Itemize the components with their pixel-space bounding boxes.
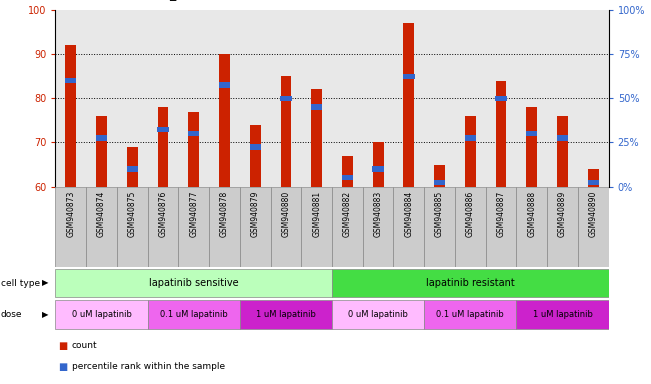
- Bar: [557, 136, 568, 141]
- Text: GSM940874: GSM940874: [97, 191, 106, 237]
- Bar: [403, 74, 415, 79]
- Bar: [96, 116, 107, 187]
- Text: GSM940886: GSM940886: [466, 191, 475, 237]
- Text: GSM940887: GSM940887: [497, 191, 506, 237]
- Text: GSM940883: GSM940883: [374, 191, 383, 237]
- Text: 1 uM lapatinib: 1 uM lapatinib: [256, 310, 316, 319]
- Text: GSM940875: GSM940875: [128, 191, 137, 237]
- Bar: [434, 164, 445, 187]
- FancyBboxPatch shape: [332, 187, 363, 267]
- Bar: [557, 116, 568, 187]
- Bar: [126, 166, 138, 172]
- Text: GSM940885: GSM940885: [435, 191, 444, 237]
- FancyBboxPatch shape: [424, 300, 516, 329]
- Text: lapatinib resistant: lapatinib resistant: [426, 278, 515, 288]
- Bar: [373, 142, 383, 187]
- FancyBboxPatch shape: [424, 187, 455, 267]
- Text: GSM940878: GSM940878: [220, 191, 229, 237]
- Bar: [404, 23, 414, 187]
- FancyBboxPatch shape: [486, 187, 516, 267]
- FancyBboxPatch shape: [516, 300, 609, 329]
- Bar: [219, 54, 230, 187]
- Bar: [250, 125, 260, 187]
- Bar: [219, 83, 230, 88]
- Text: ■: ■: [59, 362, 68, 372]
- Text: ▶: ▶: [42, 310, 49, 319]
- Text: ■: ■: [59, 341, 68, 351]
- Bar: [465, 136, 476, 141]
- Bar: [527, 107, 537, 187]
- FancyBboxPatch shape: [148, 300, 240, 329]
- FancyBboxPatch shape: [240, 187, 271, 267]
- FancyBboxPatch shape: [55, 269, 332, 297]
- Text: 0.1 uM lapatinib: 0.1 uM lapatinib: [436, 310, 505, 319]
- Bar: [65, 45, 76, 187]
- FancyBboxPatch shape: [332, 300, 424, 329]
- FancyBboxPatch shape: [178, 187, 209, 267]
- FancyBboxPatch shape: [547, 187, 578, 267]
- Bar: [342, 156, 353, 187]
- FancyBboxPatch shape: [301, 187, 332, 267]
- Text: lapatinib sensitive: lapatinib sensitive: [149, 278, 238, 288]
- Text: GSM940880: GSM940880: [281, 191, 290, 237]
- Bar: [372, 166, 384, 172]
- FancyBboxPatch shape: [332, 269, 609, 297]
- Text: GSM940888: GSM940888: [527, 191, 536, 237]
- Bar: [188, 111, 199, 187]
- Text: cell type: cell type: [1, 278, 40, 288]
- Text: 0 uM lapatinib: 0 uM lapatinib: [72, 310, 132, 319]
- Text: GSM940889: GSM940889: [558, 191, 567, 237]
- FancyBboxPatch shape: [209, 187, 240, 267]
- Text: GSM940879: GSM940879: [251, 191, 260, 237]
- Bar: [465, 116, 476, 187]
- Bar: [526, 131, 538, 136]
- Text: 1 uM lapatinib: 1 uM lapatinib: [533, 310, 592, 319]
- FancyBboxPatch shape: [240, 300, 332, 329]
- Bar: [65, 78, 76, 83]
- Text: GSM940890: GSM940890: [589, 191, 598, 237]
- Text: GSM940877: GSM940877: [189, 191, 198, 237]
- Bar: [588, 180, 599, 185]
- FancyBboxPatch shape: [86, 187, 117, 267]
- Text: dose: dose: [1, 310, 22, 319]
- Text: GSM940884: GSM940884: [404, 191, 413, 237]
- Text: 0 uM lapatinib: 0 uM lapatinib: [348, 310, 408, 319]
- Bar: [188, 131, 199, 136]
- Bar: [158, 127, 169, 132]
- Bar: [311, 104, 322, 110]
- FancyBboxPatch shape: [271, 187, 301, 267]
- Text: percentile rank within the sample: percentile rank within the sample: [72, 362, 225, 371]
- FancyBboxPatch shape: [363, 187, 393, 267]
- Bar: [495, 81, 506, 187]
- FancyBboxPatch shape: [516, 187, 547, 267]
- Bar: [434, 180, 445, 185]
- FancyBboxPatch shape: [393, 187, 424, 267]
- Text: count: count: [72, 341, 97, 350]
- Text: GSM940873: GSM940873: [66, 191, 76, 237]
- Text: GSM940876: GSM940876: [158, 191, 167, 237]
- Bar: [280, 96, 292, 101]
- Bar: [158, 107, 169, 187]
- Bar: [495, 96, 506, 101]
- Bar: [311, 89, 322, 187]
- FancyBboxPatch shape: [455, 187, 486, 267]
- Text: ▶: ▶: [42, 278, 49, 288]
- FancyBboxPatch shape: [578, 187, 609, 267]
- Text: 0.1 uM lapatinib: 0.1 uM lapatinib: [159, 310, 228, 319]
- FancyBboxPatch shape: [117, 187, 148, 267]
- Text: GSM940881: GSM940881: [312, 191, 321, 237]
- Bar: [96, 136, 107, 141]
- FancyBboxPatch shape: [55, 300, 148, 329]
- Text: GSM940882: GSM940882: [343, 191, 352, 237]
- Bar: [127, 147, 137, 187]
- Bar: [281, 76, 291, 187]
- FancyBboxPatch shape: [55, 187, 86, 267]
- Bar: [249, 144, 261, 149]
- FancyBboxPatch shape: [148, 187, 178, 267]
- Bar: [342, 175, 353, 180]
- Bar: [588, 169, 599, 187]
